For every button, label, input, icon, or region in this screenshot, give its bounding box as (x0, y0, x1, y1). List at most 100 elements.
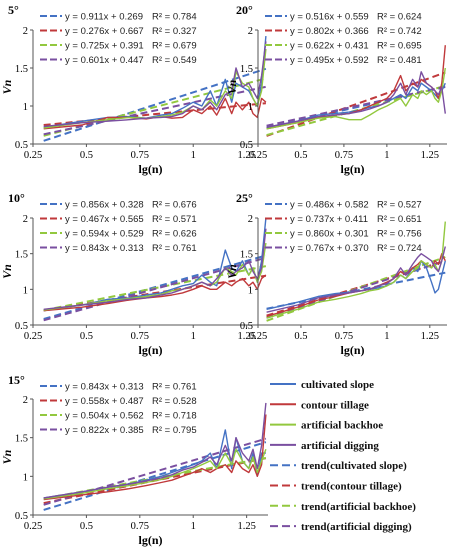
panel-title: 5° (8, 3, 19, 17)
x-tick-label: 1.25 (421, 331, 439, 342)
trend-r-squared: R² = 0.784 (152, 12, 197, 23)
x-tick-label: 0.75 (131, 331, 149, 342)
trend-r-squared: R² = 0.676 (152, 200, 197, 211)
y-tick-label: 0.5 (240, 321, 253, 332)
y-tick-label: 1.5 (15, 64, 28, 75)
x-axis-label: lg(n) (139, 533, 163, 547)
x-axis-label: lg(n) (341, 162, 365, 176)
series-line-artificial-backhoe (266, 67, 446, 130)
y-tick-label: 0.5 (240, 140, 253, 151)
series-line-artificial-digging (266, 246, 446, 313)
trend-equation: y = 0.558x + 0.487 (65, 396, 144, 407)
trend-r-squared: R² = 0.761 (152, 382, 197, 393)
trend-r-squared: R² = 0.651 (377, 214, 422, 225)
legend-label: artificial backhoe (301, 420, 383, 432)
trend-r-squared: R² = 0.327 (152, 26, 197, 37)
trend-r-squared: R² = 0.528 (152, 396, 197, 407)
y-tick-label: 1 (23, 102, 28, 113)
y-tick-label: 1 (248, 102, 253, 113)
trend-equation: y = 0.822x + 0.385 (65, 425, 144, 436)
trend-line-cultivated-slope (43, 441, 267, 511)
y-tick-label: 1.5 (15, 250, 28, 261)
y-tick-label: 1.5 (240, 250, 253, 261)
y-tick-label: 1.5 (240, 64, 253, 75)
trend-r-squared: R² = 0.695 (377, 41, 422, 52)
trend-equation: y = 0.276x + 0.667 (65, 26, 144, 37)
y-tick-label: 2 (248, 26, 253, 37)
series-line-cultivated-slope (266, 260, 446, 310)
x-tick-label: 1.25 (421, 150, 439, 161)
x-tick-label: 1.25 (237, 150, 255, 161)
trend-equation: y = 0.725x + 0.391 (65, 41, 144, 52)
trend-r-squared: R² = 0.742 (377, 26, 422, 37)
y-tick-label: 0.5 (15, 140, 28, 151)
x-tick-label: 1 (191, 150, 196, 161)
x-tick-label: 0.5 (80, 331, 93, 342)
x-axis-label: lg(n) (341, 343, 365, 357)
trend-line-cultivated-slope (266, 85, 446, 129)
x-tick-label: 0.25 (249, 150, 267, 161)
trend-equation: y = 0.802x + 0.366 (290, 26, 369, 37)
series-line-artificial-backhoe (43, 448, 267, 500)
trend-r-squared: R² = 0.679 (152, 41, 197, 52)
legend-label: trend(contour tillage) (301, 481, 402, 493)
trend-equation: y = 0.516x + 0.559 (290, 12, 369, 23)
x-tick-label: 0.25 (24, 331, 42, 342)
y-tick-label: 1 (23, 472, 28, 483)
trend-line-artificial-digging (266, 85, 446, 127)
trend-r-squared: R² = 0.549 (152, 55, 197, 66)
series-line-artificial-digging (43, 402, 267, 499)
y-tick-label: 2 (248, 214, 253, 225)
y-tick-label: 2 (23, 395, 28, 406)
y-tick-label: 0.5 (15, 511, 28, 522)
x-tick-label: 1 (191, 331, 196, 342)
x-tick-label: 0.5 (80, 521, 93, 532)
x-tick-label: 0.25 (249, 331, 267, 342)
series-line-contour-tillage (266, 252, 446, 318)
series-line-contour-tillage (43, 414, 267, 501)
trend-line-cultivated-slope (43, 67, 267, 142)
y-axis-label: Vn (225, 79, 239, 94)
series-line-artificial-digging (43, 41, 267, 128)
trend-equation: y = 0.843x + 0.313 (65, 382, 144, 393)
y-tick-label: 2 (23, 214, 28, 225)
legend-label: contour tillage (301, 399, 369, 411)
x-tick-label: 1.25 (237, 331, 255, 342)
trend-equation: y = 0.601x + 0.447 (65, 55, 144, 66)
trend-r-squared: R² = 0.795 (152, 425, 197, 436)
y-tick-label: 0.5 (15, 321, 28, 332)
trend-equation: y = 0.767x + 0.370 (290, 243, 369, 254)
trend-equation: y = 0.486x + 0.582 (290, 200, 369, 211)
legend-label: artificial digging (301, 440, 379, 452)
x-tick-label: 0.5 (80, 150, 93, 161)
x-tick-label: 0.25 (24, 521, 42, 532)
y-tick-label: 1 (23, 285, 28, 296)
series-line-artificial-digging (266, 71, 446, 128)
y-axis-label: Vn (0, 79, 14, 94)
x-tick-label: 0.75 (335, 331, 353, 342)
trend-r-squared: R² = 0.626 (152, 229, 197, 240)
series-line-artificial-backhoe (43, 48, 267, 129)
legend-label: cultivated slope (301, 379, 374, 391)
x-axis-label: lg(n) (139, 343, 163, 357)
x-tick-label: 1.25 (237, 521, 255, 532)
trend-r-squared: R² = 0.756 (377, 229, 422, 240)
panel-title: 15° (8, 373, 25, 387)
x-tick-label: 0.75 (131, 521, 149, 532)
trend-equation: y = 0.594x + 0.529 (65, 229, 144, 240)
trend-equation: y = 0.911x + 0.269 (65, 12, 143, 23)
x-tick-label: 0.25 (24, 150, 42, 161)
trend-equation: y = 0.504x + 0.562 (65, 411, 144, 422)
trend-line-artificial-digging (43, 256, 267, 322)
panel-title: 25° (236, 191, 253, 205)
x-tick-label: 1 (384, 331, 389, 342)
x-tick-label: 1 (384, 150, 389, 161)
x-tick-label: 0.75 (335, 150, 353, 161)
trend-r-squared: R² = 0.527 (377, 200, 422, 211)
x-tick-label: 0.75 (131, 150, 149, 161)
